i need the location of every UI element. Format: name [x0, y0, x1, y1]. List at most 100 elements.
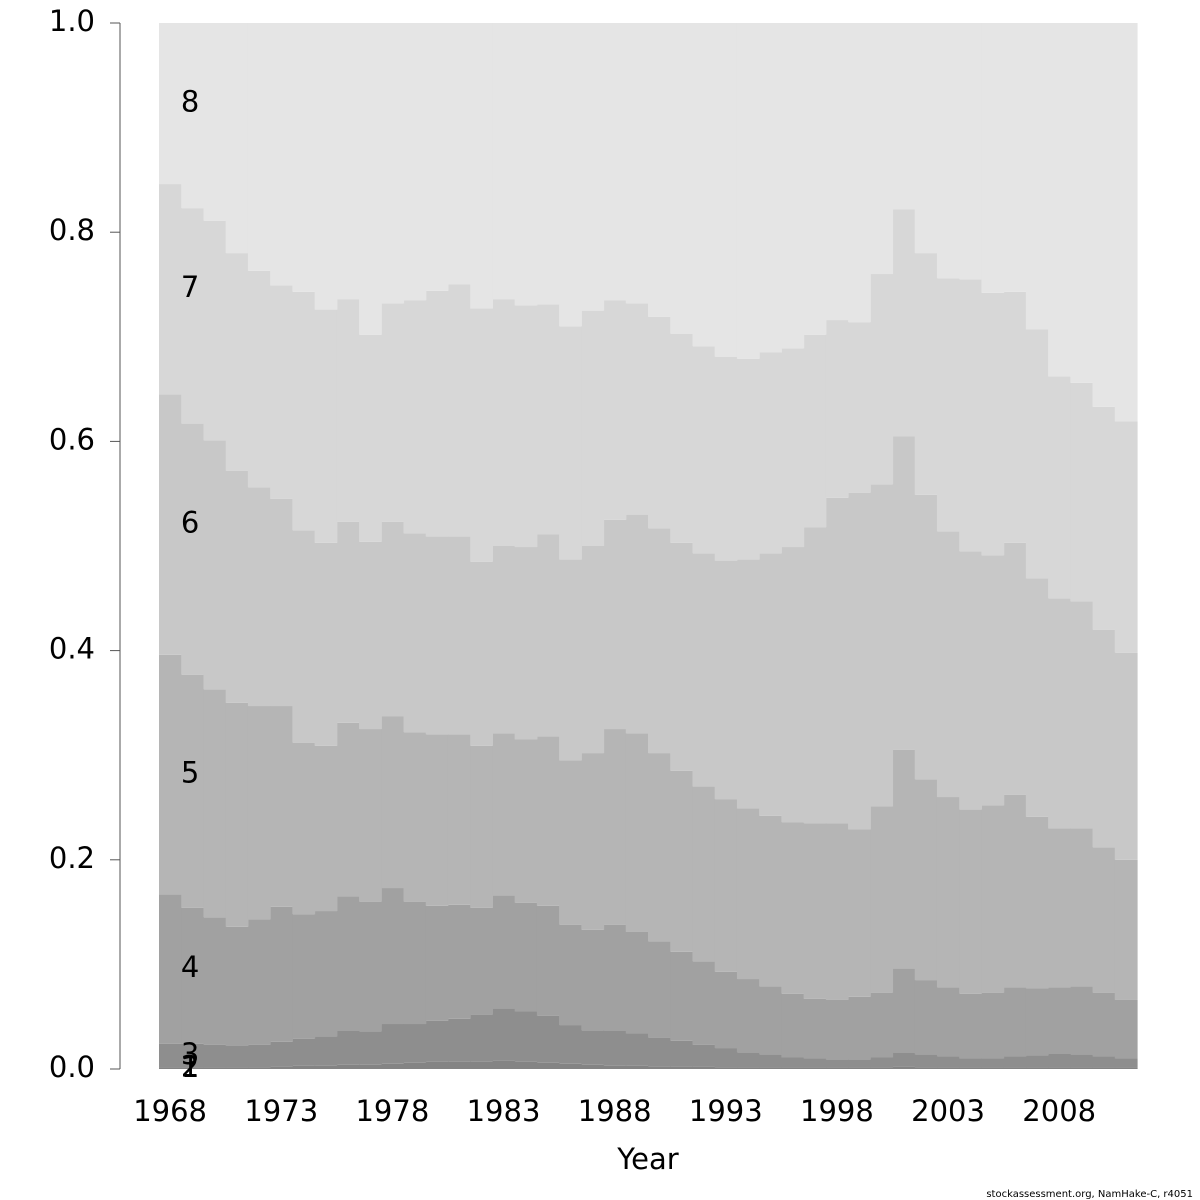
area-step: [803, 23, 827, 335]
area-step: [403, 732, 427, 902]
area-step: [1092, 1067, 1116, 1069]
x-tick-label: 2008: [1022, 1094, 1096, 1128]
area-step: [470, 907, 494, 1015]
area-step: [803, 998, 827, 1059]
area-step: [848, 1059, 871, 1068]
x-tick-label: 1973: [244, 1094, 318, 1128]
area-step: [892, 209, 916, 437]
area-step: [936, 797, 960, 988]
area-step: [1025, 816, 1049, 989]
area-step: [492, 1008, 516, 1061]
area-step: [848, 492, 871, 830]
area-step: [470, 561, 494, 746]
area-step: [781, 547, 805, 823]
area-step: [670, 1066, 694, 1069]
area-step: [559, 1063, 582, 1069]
area-step: [203, 917, 227, 1045]
area-step: [625, 1033, 649, 1066]
area-step: [181, 1043, 205, 1068]
area-step: [670, 1040, 694, 1067]
area-step: [159, 1043, 182, 1068]
area-step: [203, 23, 227, 221]
area-step: [314, 745, 338, 912]
area-step: [848, 322, 871, 493]
area-step: [736, 559, 760, 809]
area-step: [914, 1067, 938, 1069]
area-step: [936, 987, 960, 1057]
area-step: [1092, 847, 1116, 993]
area-step: [1003, 291, 1027, 543]
area-step: [492, 299, 516, 546]
area-step: [870, 1057, 894, 1068]
area-step: [336, 299, 360, 522]
area-step: [981, 1058, 1005, 1068]
area-step: [625, 514, 649, 734]
area-step: [625, 733, 649, 932]
area-step: [181, 423, 205, 675]
area-step: [759, 23, 782, 353]
area-step: [603, 729, 627, 925]
area-step: [892, 23, 916, 210]
area-step: [559, 1025, 582, 1064]
area-step: [714, 799, 738, 972]
area-step: [914, 1054, 938, 1068]
area-step: [159, 23, 182, 185]
area-step: [447, 1018, 471, 1062]
area-step: [1092, 629, 1116, 848]
area-step: [292, 1065, 316, 1069]
x-tick-label: 1978: [355, 1094, 429, 1128]
area-step: [1003, 542, 1027, 795]
area-step: [181, 907, 205, 1044]
area-step: [559, 23, 582, 327]
series-label: 6: [181, 506, 199, 540]
area-step: [1003, 794, 1027, 988]
area-step: [425, 905, 449, 1021]
area-step: [848, 829, 871, 997]
area-step: [225, 1067, 249, 1069]
area-step: [536, 905, 560, 1016]
area-step: [314, 1036, 338, 1066]
area-step: [825, 823, 849, 1000]
area-step: [514, 305, 538, 548]
area-step: [1092, 23, 1116, 407]
area-step: [1092, 992, 1116, 1057]
area-step: [714, 356, 738, 561]
area-step: [1048, 1053, 1071, 1068]
area-step: [292, 914, 316, 1039]
area-step: [203, 1044, 227, 1068]
x-tick-label: 1998: [800, 1094, 874, 1128]
area-step: [536, 534, 560, 737]
area-step: [625, 931, 649, 1034]
area-step: [581, 929, 605, 1031]
area-step: [959, 551, 983, 810]
area-step: [1048, 828, 1071, 988]
area-step: [959, 23, 983, 280]
area-step: [292, 23, 316, 292]
series-label: 5: [181, 756, 199, 790]
area-step: [292, 530, 316, 743]
area-step: [359, 334, 382, 542]
area-step: [936, 1056, 960, 1068]
area-step: [803, 1058, 827, 1068]
area-step: [1070, 986, 1094, 1055]
area-step: [936, 1067, 960, 1069]
area-step: [270, 1066, 293, 1069]
area-step: [270, 498, 293, 707]
area-step: [381, 1024, 405, 1064]
area-step: [536, 1062, 560, 1069]
area-step: [803, 1067, 827, 1069]
area-step: [314, 1065, 338, 1069]
area-step: [159, 894, 182, 1044]
area-step: [714, 23, 738, 357]
area-step: [981, 555, 1005, 806]
area-step: [648, 528, 671, 754]
area-step: [736, 358, 760, 560]
area-step: [648, 753, 671, 942]
area-step: [959, 1058, 983, 1068]
area-step: [759, 553, 782, 816]
area-step: [1092, 1056, 1116, 1068]
area-step: [759, 352, 782, 554]
area-step: [1048, 23, 1071, 377]
area-step: [1114, 859, 1138, 1000]
area-step: [247, 1067, 271, 1069]
